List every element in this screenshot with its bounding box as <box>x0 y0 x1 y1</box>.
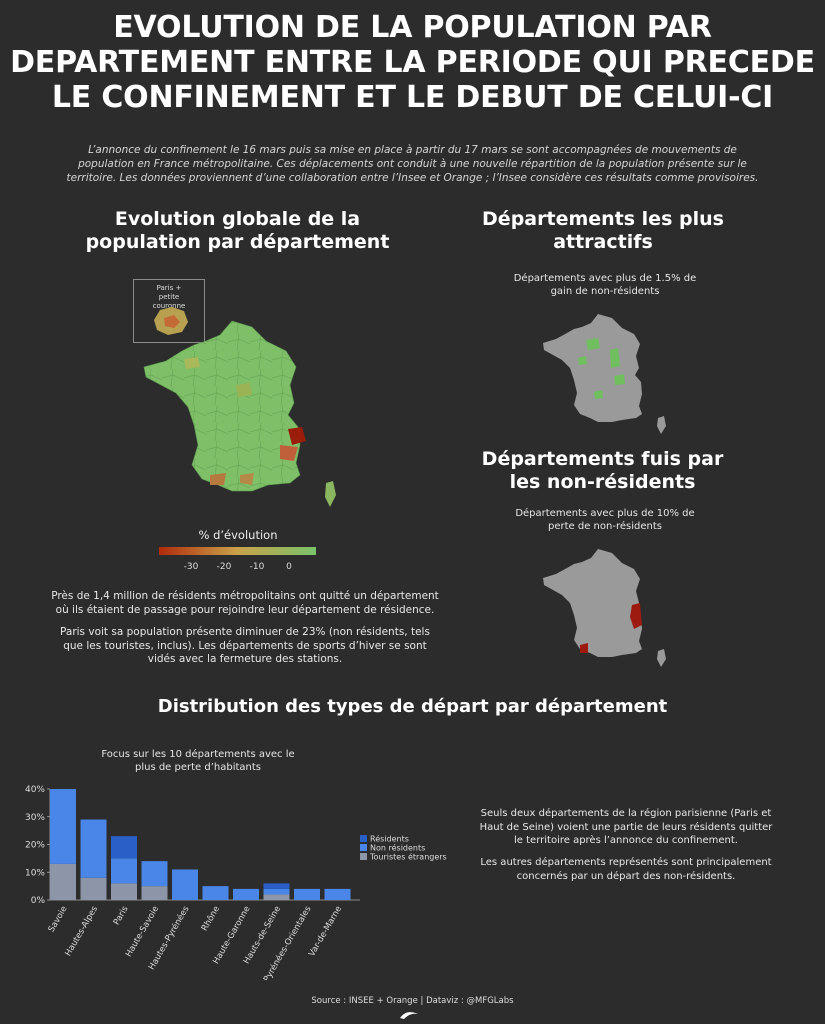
bar-segment <box>202 886 229 900</box>
paragraph-2: Paris voit sa population présente diminu… <box>60 626 430 665</box>
chart-caption: Focus sur les 10 départements avec le pl… <box>101 749 295 773</box>
page-title: EVOLUTION DE LA POPULATION PAR DEPARTEME… <box>10 10 815 115</box>
fled-title: Départements fuis par les non-résidents <box>481 448 724 493</box>
bar-segment <box>80 877 107 900</box>
bar-segment <box>141 886 168 900</box>
y-tick-label: 40% <box>25 785 45 795</box>
bar-segment <box>80 819 107 878</box>
legend-label: Touristes étrangers <box>369 852 447 862</box>
bird-logo-icon <box>400 1012 418 1019</box>
source-credit: Source : INSEE + Orange | Dataviz : @MFG… <box>311 996 514 1006</box>
distribution-title: Distribution des types de départ par dép… <box>157 696 668 717</box>
legend-tick: 0 <box>286 562 292 572</box>
x-tick-label: Paris <box>112 904 131 927</box>
legend-swatch <box>360 853 367 860</box>
y-tick-label: 10% <box>25 868 45 878</box>
bar-segment <box>111 858 137 884</box>
bar-segment <box>324 888 351 900</box>
paris-inset: Paris + petite couronne <box>133 279 205 343</box>
bar-segment <box>141 861 168 887</box>
legend-label: Résidents <box>370 834 409 844</box>
left-map-title: Evolution globale de la population par d… <box>85 208 390 253</box>
legend-tick: -10 <box>250 562 265 572</box>
fled-map <box>543 549 666 667</box>
legend-tick: -20 <box>217 562 232 572</box>
france-evolution-map <box>143 320 336 507</box>
side-text-2: Les autres départements représentés sont… <box>480 857 772 882</box>
y-tick-label: 30% <box>25 813 45 823</box>
paragraph-1: Près de 1,4 million de résidents métropo… <box>51 590 439 616</box>
bar-segment <box>263 894 290 900</box>
legend-gradient <box>159 547 316 555</box>
inset-label: Paris + petite couronne <box>152 284 186 310</box>
bar-segment <box>294 888 320 900</box>
color-legend: -30 -20 -10 0 <box>159 547 316 572</box>
legend-title: % d’évolution <box>198 528 278 542</box>
bar-segment <box>233 888 259 900</box>
attractive-map <box>543 314 666 434</box>
x-tick-label: Var-de-Marne <box>307 905 344 959</box>
bar-segment <box>111 836 137 859</box>
legend-swatch <box>360 835 367 842</box>
y-tick-label: 0% <box>31 896 46 906</box>
side-text-1: Seuls deux départements de la région par… <box>479 808 773 846</box>
bar-segment <box>263 883 290 889</box>
legend-swatch <box>360 844 367 851</box>
bar-segment <box>172 869 198 900</box>
legend-label: Non résidents <box>370 843 425 853</box>
y-tick-label: 20% <box>25 841 45 851</box>
bar-segment <box>111 883 137 900</box>
attractive-title: Départements les plus attractifs <box>482 208 724 253</box>
legend-tick: -30 <box>184 562 199 572</box>
bar-segment <box>50 789 76 864</box>
x-tick-label: Savoie <box>47 905 70 935</box>
bar-segment <box>263 888 290 895</box>
x-tick-label: Hautes-Alpes <box>63 904 100 958</box>
attractive-subtitle: Départements avec plus de 1.5% de gain d… <box>513 273 697 297</box>
x-tick-label: Rhône <box>199 904 222 933</box>
paris-inset-map <box>154 307 188 335</box>
bar-segment <box>50 863 76 900</box>
intro-text: L’annonce du confinement le 16 mars puis… <box>66 144 759 184</box>
fled-subtitle: Départements avec plus de 10% de perte d… <box>515 508 695 532</box>
